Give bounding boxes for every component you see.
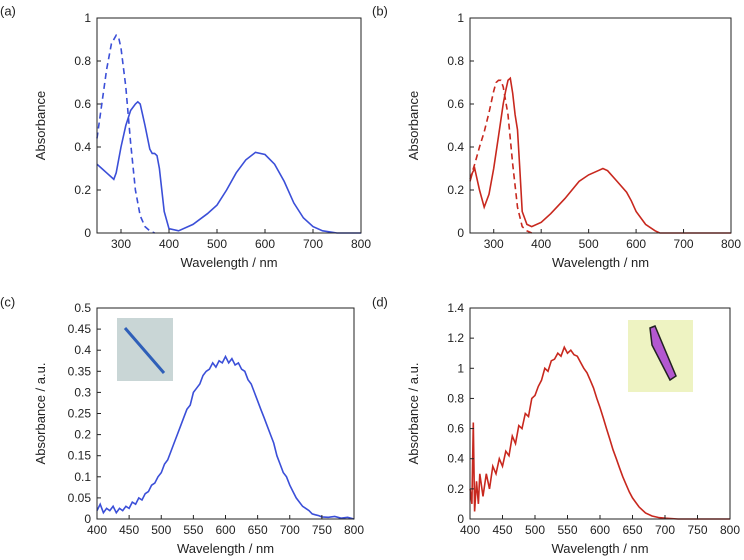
y-tick-label: 1 xyxy=(84,11,91,25)
panel-label: (a) xyxy=(0,3,16,18)
y-axis-label: Absorbance xyxy=(406,91,421,160)
y-tick-label: 0 xyxy=(84,512,91,526)
y-tick-label: 0.2 xyxy=(74,183,91,197)
data-line xyxy=(96,33,155,234)
x-tick-label: 650 xyxy=(248,523,268,537)
data-line xyxy=(469,79,533,234)
panel-label: (d) xyxy=(372,294,388,309)
x-tick-label: 300 xyxy=(484,237,504,251)
data-line xyxy=(96,100,361,234)
panel-label: (b) xyxy=(372,3,388,18)
x-tick-label: 600 xyxy=(215,523,235,537)
data-line xyxy=(469,76,731,234)
x-axis-label: Wavelength / nm xyxy=(180,255,277,270)
y-axis-label: Absorbance / a.u. xyxy=(406,363,421,465)
x-axis-label: Wavelength / nm xyxy=(177,541,274,556)
y-tick-label: 0.8 xyxy=(447,391,464,405)
y-tick-label: 0.4 xyxy=(447,452,464,466)
x-tick-label: 750 xyxy=(687,523,707,537)
y-tick-label: 0.5 xyxy=(74,301,91,315)
data-line xyxy=(469,345,730,520)
y-tick-label: 1 xyxy=(457,361,464,375)
y-tick-label: 0.25 xyxy=(68,407,92,421)
plot-frame xyxy=(96,17,362,234)
panel: (b) 300 400 500 600 700 800 0 0.2 0.4 0.6 0.8 1 Wavel… xyxy=(372,3,741,270)
x-tick-label: 500 xyxy=(151,523,171,537)
x-tick-label: 600 xyxy=(255,237,275,251)
plot-frame xyxy=(96,307,355,520)
y-tick-label: 0.1 xyxy=(74,470,91,484)
y-tick-label: 1.2 xyxy=(447,331,464,345)
y-tick-label: 1.4 xyxy=(447,301,464,315)
panel: (c) 400 450 500 550 600 650 700 750 800 0 0.05 0.1 0.… xyxy=(0,294,364,556)
x-axis-label: Wavelength / nm xyxy=(551,541,648,556)
x-tick-label: 500 xyxy=(525,523,545,537)
x-tick-label: 400 xyxy=(159,237,179,251)
y-tick-label: 0 xyxy=(84,226,91,240)
x-tick-label: 600 xyxy=(626,237,646,251)
x-tick-label: 700 xyxy=(674,237,694,251)
y-tick-label: 0.3 xyxy=(74,385,91,399)
data-line xyxy=(96,354,355,520)
x-tick-label: 750 xyxy=(312,523,332,537)
x-tick-label: 550 xyxy=(557,523,577,537)
y-tick-label: 0.6 xyxy=(74,97,91,111)
x-tick-label: 700 xyxy=(280,523,300,537)
x-tick-label: 450 xyxy=(492,523,512,537)
x-tick-label: 500 xyxy=(579,237,599,251)
y-tick-label: 0.8 xyxy=(447,54,464,68)
x-tick-label: 450 xyxy=(119,523,139,537)
crystal xyxy=(649,325,677,382)
plot-frame xyxy=(469,17,732,234)
y-tick-label: 0.2 xyxy=(447,482,464,496)
x-tick-label: 550 xyxy=(183,523,203,537)
y-tick-label: 0.4 xyxy=(74,140,91,154)
y-tick-label: 0 xyxy=(457,512,464,526)
y-tick-label: 0.15 xyxy=(68,449,92,463)
panel-label: (c) xyxy=(0,294,15,309)
y-tick-label: 0.6 xyxy=(447,422,464,436)
x-tick-label: 600 xyxy=(590,523,610,537)
y-tick-label: 0.05 xyxy=(68,491,92,505)
x-tick-label: 650 xyxy=(622,523,642,537)
x-tick-label: 300 xyxy=(111,237,131,251)
y-tick-label: 0.6 xyxy=(447,97,464,111)
x-tick-label: 400 xyxy=(87,523,107,537)
x-tick-label: 700 xyxy=(655,523,675,537)
x-tick-label: 800 xyxy=(351,237,371,251)
y-tick-label: 1 xyxy=(457,11,464,25)
crystal xyxy=(123,327,166,374)
x-tick-label: 400 xyxy=(531,237,551,251)
y-axis-label: Absorbance / a.u. xyxy=(33,363,48,465)
panel: (d) 400 450 500 550 600 650 700 750 800 0 0.2 0.4 0.6… xyxy=(372,294,740,556)
y-tick-label: 0.2 xyxy=(74,428,91,442)
x-tick-label: 800 xyxy=(344,523,364,537)
y-tick-label: 0.35 xyxy=(68,364,92,378)
plot-frame xyxy=(469,307,731,520)
y-tick-label: 0.45 xyxy=(68,322,92,336)
y-tick-label: 0.4 xyxy=(447,140,464,154)
x-axis-label: Wavelength / nm xyxy=(552,255,649,270)
y-axis-label: Absorbance xyxy=(33,91,48,160)
x-tick-label: 800 xyxy=(720,523,740,537)
y-tick-label: 0.8 xyxy=(74,54,91,68)
x-tick-label: 800 xyxy=(721,237,741,251)
x-tick-label: 500 xyxy=(207,237,227,251)
x-tick-label: 400 xyxy=(460,523,480,537)
y-tick-label: 0.4 xyxy=(74,343,91,357)
panel: (a) 300 400 500 600 700 800 0 0.2 0.4 0.6 0.8 1 Wavel… xyxy=(0,3,371,270)
x-tick-label: 700 xyxy=(303,237,323,251)
y-tick-label: 0 xyxy=(457,226,464,240)
y-tick-label: 0.2 xyxy=(447,183,464,197)
